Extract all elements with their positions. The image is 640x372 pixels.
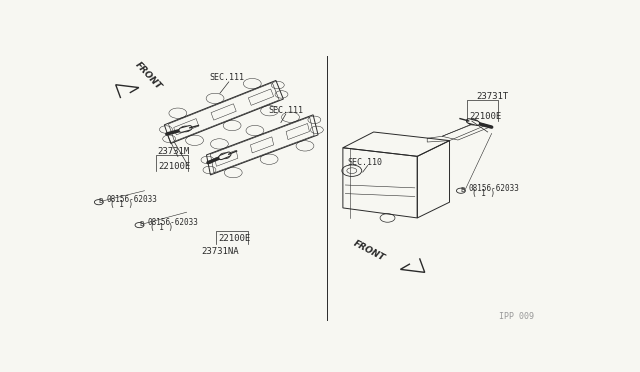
Text: B: B xyxy=(98,198,102,204)
Circle shape xyxy=(468,119,478,125)
Text: FRONT: FRONT xyxy=(352,239,387,263)
Text: 22100E: 22100E xyxy=(218,234,251,243)
Text: ( 1 ): ( 1 ) xyxy=(472,189,495,198)
Text: 08156-62033: 08156-62033 xyxy=(107,195,157,204)
Text: 08156-62033: 08156-62033 xyxy=(147,218,198,227)
Text: FRONT: FRONT xyxy=(134,60,163,91)
Text: 08156-62033: 08156-62033 xyxy=(469,184,520,193)
Text: ( 1 ): ( 1 ) xyxy=(150,223,173,232)
Text: IPP 009: IPP 009 xyxy=(499,312,534,321)
Text: ( 1 ): ( 1 ) xyxy=(110,200,133,209)
Text: 23731NA: 23731NA xyxy=(202,247,239,256)
Text: B: B xyxy=(139,221,143,227)
Text: 23731T: 23731T xyxy=(477,92,509,101)
Text: 22100E: 22100E xyxy=(469,112,501,121)
Text: SEC.110: SEC.110 xyxy=(348,158,383,167)
Text: 23731M: 23731M xyxy=(157,147,189,156)
Circle shape xyxy=(220,153,230,159)
Text: SEC.111: SEC.111 xyxy=(269,106,303,115)
Text: SEC.111: SEC.111 xyxy=(209,73,244,83)
Circle shape xyxy=(180,126,191,132)
Text: B: B xyxy=(460,187,465,193)
Text: 22100E: 22100E xyxy=(158,162,190,171)
